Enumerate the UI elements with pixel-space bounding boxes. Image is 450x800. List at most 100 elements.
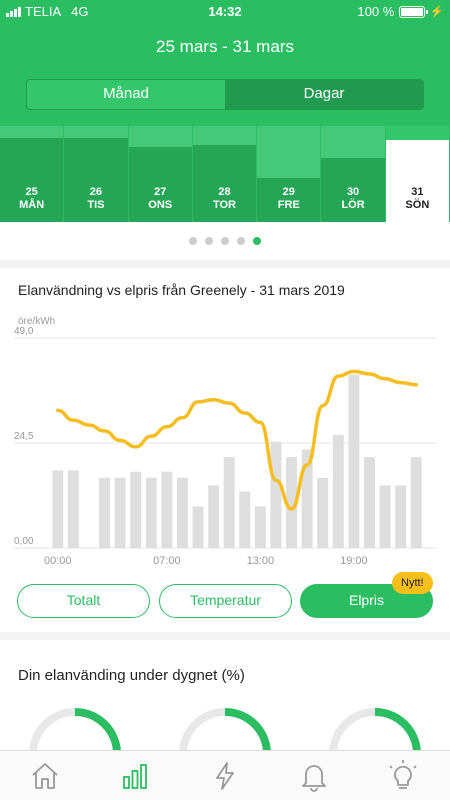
- usage-bar: [379, 485, 391, 548]
- battery-percent: 100 %: [357, 4, 395, 19]
- day-number: 28: [218, 186, 231, 198]
- day-selector: 25 MÅN 26 TIS 27 ONS 28 TOR 29 FRE 30 LÖR 31 SÖN: [0, 126, 450, 222]
- donut-track: [179, 708, 271, 750]
- day-29[interactable]: 29 FRE: [257, 126, 322, 222]
- day-label: 30 LÖR: [321, 186, 384, 212]
- new-badge: Nytt!: [392, 572, 433, 594]
- day-label: 27 ONS: [129, 186, 192, 212]
- day-label: 28 TOR: [193, 186, 256, 212]
- y-tick-label: 24,5: [14, 431, 34, 442]
- usage-bar: [67, 470, 79, 548]
- page-dot[interactable]: [221, 237, 229, 245]
- usage-bar: [192, 506, 204, 548]
- status-bar: TELIA 4G 14:32 100 % ⚡: [0, 0, 450, 22]
- day-number: 26: [89, 186, 103, 198]
- toggle-month[interactable]: Månad: [103, 85, 149, 102]
- x-tick-label: 07:00: [153, 555, 181, 567]
- day-usage-bar: [257, 177, 321, 222]
- day-usage-bar: [0, 137, 64, 222]
- toggle-days[interactable]: Dagar: [225, 80, 423, 109]
- day-number: 25: [25, 186, 38, 198]
- usage-bar: [130, 471, 142, 548]
- usage-bar: [208, 485, 220, 548]
- usage-bar: [145, 477, 157, 548]
- y-tick-label: 49,0: [14, 326, 34, 337]
- day-name: LÖR: [341, 199, 365, 211]
- usage-bar: [161, 471, 173, 548]
- day-number: 29: [282, 186, 295, 198]
- filter-buttons: Totalt Temperatur Elpris Nytt!: [0, 572, 450, 620]
- chart-title: Elanvändning vs elpris från Greenely - 3…: [18, 282, 345, 298]
- filter-price-button[interactable]: Elpris: [300, 584, 433, 618]
- price-chart-card: Elanvändning vs elpris från Greenely - 3…: [0, 268, 450, 632]
- day-30[interactable]: 30 LÖR: [321, 126, 386, 222]
- page-dot[interactable]: [189, 237, 197, 245]
- usage-bar: [395, 485, 407, 548]
- day-25[interactable]: 25 MÅN: [0, 126, 65, 222]
- page-dot[interactable]: [205, 237, 213, 245]
- day-usage-bar: [128, 147, 192, 222]
- status-left: TELIA 4G: [6, 4, 88, 19]
- bar-chart-icon[interactable]: [118, 759, 152, 793]
- day-name: ONS: [148, 199, 173, 211]
- day-28[interactable]: 28 TOR: [192, 126, 258, 222]
- usage-bar: [364, 457, 375, 548]
- day-label: 26 TIS: [64, 186, 127, 212]
- usage-bar: [114, 477, 126, 548]
- lightbulb-icon[interactable]: [386, 759, 420, 793]
- day-usage-bar: [321, 157, 385, 222]
- usage-bar: [99, 477, 110, 548]
- daily-usage-card: Din elanvänding under dygnet (%): [0, 640, 450, 750]
- day-27[interactable]: 27 ONS: [128, 126, 193, 222]
- header: TELIA 4G 14:32 100 % ⚡ 25 mars - 31 mars…: [0, 0, 450, 222]
- day-usage-bar: [64, 137, 128, 222]
- x-tick-label: 00:00: [44, 555, 72, 567]
- day-name: MÅN: [19, 199, 45, 211]
- tab-bar: [0, 750, 450, 800]
- day-name: TIS: [87, 199, 105, 211]
- usage-bar: [52, 470, 64, 548]
- y-tick-label: 0,00: [14, 536, 34, 547]
- clock: 14:32: [208, 4, 242, 19]
- donut-track: [29, 708, 121, 750]
- day-number: 31: [411, 186, 424, 198]
- usage-title: Din elanvänding under dygnet (%): [18, 667, 245, 684]
- day-label: 31 SÖN: [386, 186, 449, 212]
- day-label: 25 MÅN: [0, 186, 63, 212]
- usage-bar: [301, 449, 313, 548]
- pager-area: [0, 222, 450, 260]
- day-name: TOR: [212, 199, 236, 211]
- day-26[interactable]: 26 TIS: [64, 126, 129, 222]
- day-31[interactable]: 31 SÖN: [385, 126, 450, 222]
- page-dot[interactable]: [237, 237, 245, 245]
- filter-temperature-button[interactable]: Temperatur: [159, 584, 292, 618]
- donut-value: [329, 708, 421, 750]
- usage-bar: [254, 506, 266, 548]
- day-number: 27: [154, 186, 167, 198]
- day-usage-bar: [192, 145, 257, 222]
- carrier: TELIA: [25, 4, 62, 19]
- lightning-icon[interactable]: [208, 759, 242, 793]
- network: 4G: [71, 4, 89, 19]
- battery-icon: [399, 5, 429, 18]
- view-toggle: Månad Dagar: [26, 79, 424, 110]
- home-icon[interactable]: [28, 759, 62, 793]
- bell-icon[interactable]: [297, 759, 331, 793]
- usage-bar: [317, 477, 329, 548]
- page-dot[interactable]: [253, 237, 261, 245]
- selected-day-top: [385, 126, 449, 140]
- usage-price-chart: 0,00 24,5 49,0 00:00 07:00 13:00 19:00: [14, 326, 436, 567]
- day-number: 30: [346, 186, 360, 198]
- usage-bar: [348, 374, 360, 548]
- usage-bar: [410, 457, 422, 548]
- donut-value: [29, 708, 121, 750]
- usage-bar: [286, 457, 297, 548]
- usage-bar: [223, 457, 235, 548]
- day-name: SÖN: [405, 199, 430, 211]
- price-line: [56, 369, 418, 511]
- filter-total-button[interactable]: Totalt: [17, 584, 150, 618]
- x-tick-label: 19:00: [340, 555, 368, 567]
- day-label: 29 FRE: [257, 186, 320, 212]
- usage-bar: [177, 477, 188, 548]
- usage-bar: [332, 434, 344, 548]
